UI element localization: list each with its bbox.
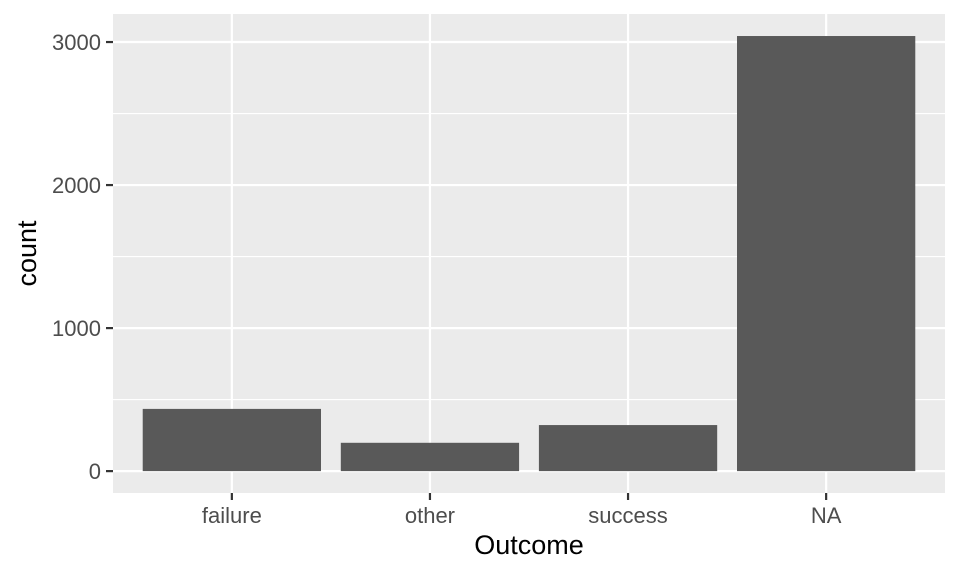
bar-na <box>737 36 916 472</box>
x-tick-label: other <box>405 503 455 528</box>
x-tick-label: NA <box>811 503 842 528</box>
bar-other <box>340 442 520 472</box>
y-axis: 0 1000 2000 3000 <box>52 30 113 484</box>
y-tick-label: 1000 <box>52 316 101 341</box>
y-tick-label: 2000 <box>52 173 101 198</box>
x-axis: failure other success NA <box>202 493 842 528</box>
y-axis-title: count <box>12 220 42 287</box>
x-axis-title: Outcome <box>474 530 584 560</box>
bar-failure <box>142 408 321 472</box>
x-tick-label: failure <box>202 503 262 528</box>
y-tick-label: 3000 <box>52 30 101 55</box>
x-tick-label: success <box>588 503 667 528</box>
bar-success <box>538 425 718 472</box>
bars <box>142 36 916 472</box>
y-tick-label: 0 <box>89 459 101 484</box>
